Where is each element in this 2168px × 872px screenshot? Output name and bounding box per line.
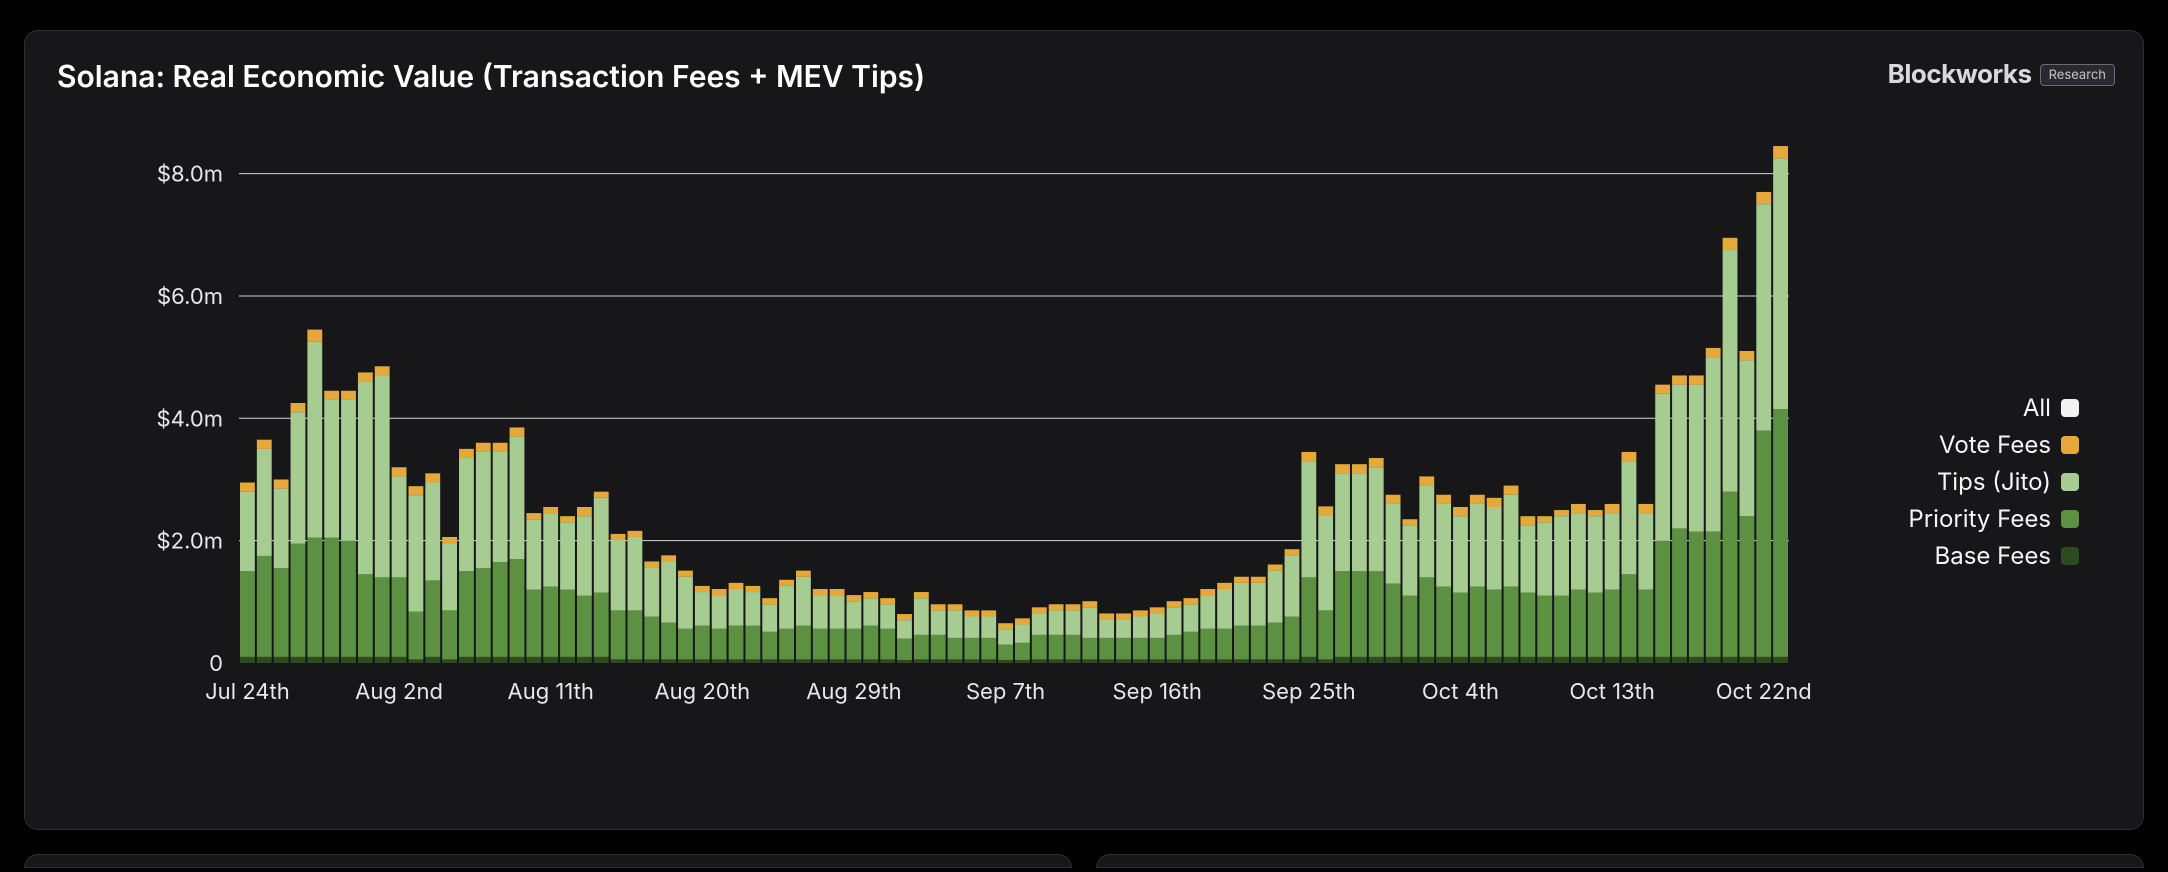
legend-item[interactable]: All — [1908, 393, 2079, 422]
brand-block: Blockworks Research — [1888, 59, 2115, 90]
chart-panel: Solana: Real Economic Value (Transaction… — [24, 30, 2144, 830]
svg-text:Sep 16th: Sep 16th — [1113, 679, 1202, 705]
svg-text:$8.0m: $8.0m — [157, 162, 223, 188]
brand-name: Blockworks — [1888, 59, 2032, 90]
svg-text:Aug 11th: Aug 11th — [508, 679, 594, 705]
svg-text:Oct 22nd: Oct 22nd — [1716, 679, 1812, 705]
svg-text:Jul 24th: Jul 24th — [205, 679, 290, 705]
legend-swatch — [2061, 436, 2079, 454]
legend: All Vote Fees Tips (Jito) Priority Fees Base… — [1908, 393, 2079, 578]
svg-text:Oct 4th: Oct 4th — [1422, 679, 1499, 705]
legend-swatch — [2061, 473, 2079, 491]
legend-label: Vote Fees — [1939, 430, 2051, 459]
chart-area: 0 $2.0m $4.0m $6.0m $8.0m Jul 24th Aug 2nd Aug … — [49, 113, 2119, 803]
svg-text:Oct 13th: Oct 13th — [1569, 679, 1655, 705]
legend-swatch — [2061, 399, 2079, 417]
panel-title: Solana: Real Economic Value (Transaction… — [57, 59, 2119, 95]
svg-text:Aug 29th: Aug 29th — [806, 679, 901, 705]
svg-text:Aug 20th: Aug 20th — [654, 679, 750, 705]
stub-panel-right — [1096, 854, 2144, 868]
svg-text:Sep 25th: Sep 25th — [1262, 679, 1356, 705]
legend-label: All — [2023, 393, 2051, 422]
legend-item[interactable]: Vote Fees — [1908, 430, 2079, 459]
svg-text:$4.0m: $4.0m — [156, 406, 223, 432]
svg-text:Aug 2nd: Aug 2nd — [355, 679, 443, 705]
legend-item[interactable]: Priority Fees — [1908, 504, 2079, 533]
panels-below-stubs — [24, 854, 2144, 868]
brand-badge: Research — [2040, 64, 2115, 86]
svg-text:$2.0m: $2.0m — [157, 529, 223, 555]
stub-panel-left — [24, 854, 1072, 868]
legend-item[interactable]: Tips (Jito) — [1908, 467, 2079, 496]
legend-swatch — [2061, 547, 2079, 565]
svg-text:Sep 7th: Sep 7th — [966, 679, 1045, 705]
stacked-bar-chart: 0 $2.0m $4.0m $6.0m $8.0m Jul 24th Aug 2nd Aug … — [49, 113, 1829, 753]
legend-label: Tips (Jito) — [1937, 467, 2051, 496]
legend-label: Priority Fees — [1908, 504, 2051, 533]
svg-text:$6.0m: $6.0m — [157, 284, 223, 310]
legend-label: Base Fees — [1935, 541, 2051, 570]
legend-item[interactable]: Base Fees — [1908, 541, 2079, 570]
legend-swatch — [2061, 510, 2079, 528]
svg-text:0: 0 — [209, 651, 223, 677]
